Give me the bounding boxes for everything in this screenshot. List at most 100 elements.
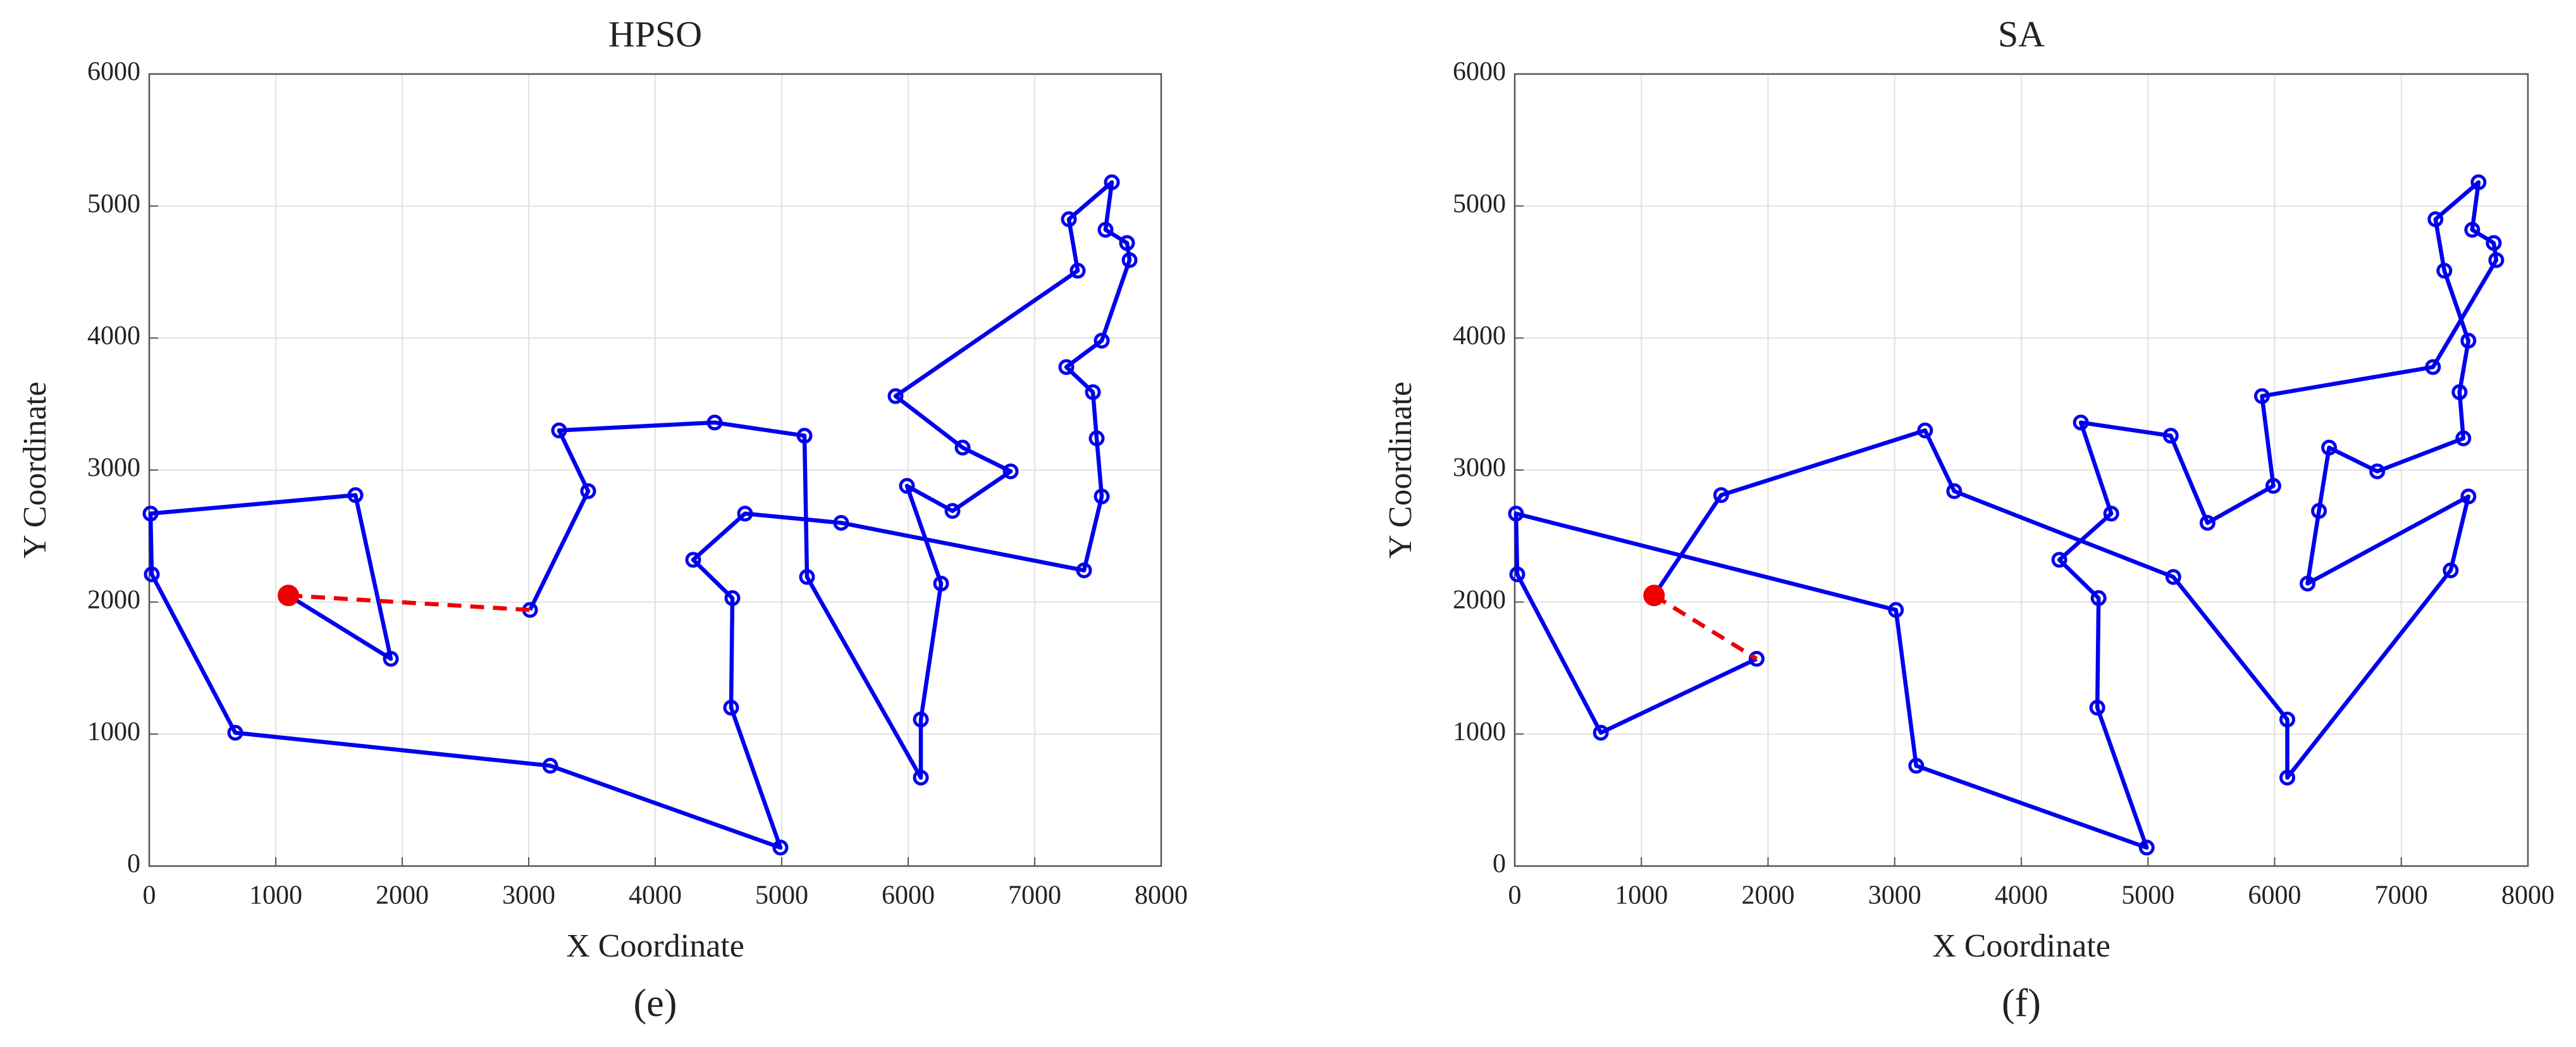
x-tick-label: 5000 [755,881,808,910]
city-marker [833,514,849,531]
y-tick-label: 4000 [1453,321,1506,350]
city-marker [2265,478,2281,494]
city-marker [2103,505,2119,522]
city-marker [723,700,739,716]
city-marker [2165,569,2181,585]
city-marker [799,569,815,585]
x-tick-label: 3000 [502,881,555,910]
city-marker [2427,211,2444,228]
chart-title: HPSO [608,13,702,54]
city-marker [796,428,813,444]
city-marker [144,566,160,583]
route-line [148,180,1132,850]
city-marker [913,769,929,786]
city-marker [2486,235,2502,251]
city-marker [1088,430,1105,447]
city-marker [2460,488,2477,505]
route-line [1513,180,2499,850]
start-point [1643,585,1665,607]
city-marker [2073,414,2089,431]
city-marker [1061,211,1077,228]
city-marker [2460,333,2477,349]
city-marker [2443,562,2459,579]
city-marker [2464,221,2480,238]
x-tick-label: 0 [143,881,156,910]
axes-frame [148,73,1162,867]
city-marker [347,487,364,504]
city-marker [944,503,961,519]
city-marker [685,552,701,568]
city-marker [2436,263,2453,279]
y-tick-label: 0 [127,850,140,879]
x-tick-label: 7000 [1008,881,1061,910]
city-marker [2321,440,2338,456]
city-marker [227,724,243,741]
city-marker [899,478,915,494]
city-marker [1069,263,1086,279]
city-marker [542,757,558,774]
x-axis-label: X Coordinate [1932,928,2111,964]
y-tick-label: 3000 [1453,454,1506,483]
city-marker [913,711,929,728]
city-marker [2051,552,2068,568]
x-tick-label: 2000 [376,881,429,910]
city-marker [954,440,971,456]
city-marker [2279,769,2296,786]
city-marker [142,505,159,522]
x-tick-label: 8000 [2501,881,2554,910]
city-marker [1917,422,1933,438]
y-tick-label: 0 [1493,850,1506,879]
city-marker [1094,333,1110,349]
x-axis-label: X Coordinate [566,928,744,964]
city-marker [1508,505,1524,522]
city-marker [2089,700,2105,716]
city-marker [1908,757,1925,774]
y-tick-label: 4000 [87,321,140,350]
city-marker [580,483,596,499]
start-point [278,585,299,607]
city-marker [1509,566,1525,583]
x-tick-label: 3000 [1868,881,1921,910]
x-tick-label: 6000 [882,881,935,910]
y-tick-label: 1000 [87,717,140,747]
city-marker [383,650,399,667]
y-tick-label: 2000 [87,585,140,614]
y-tick-label: 2000 [1453,585,1506,614]
city-marker [2470,174,2487,190]
x-tick-label: 4000 [1995,881,2048,910]
city-marker [1085,384,1101,400]
city-marker [1888,602,1904,618]
city-marker [2138,839,2155,856]
city-marker [737,505,753,522]
city-marker [1058,359,1075,375]
city-marker [551,422,567,438]
y-tick-label: 5000 [1453,189,1506,218]
city-marker [2253,388,2270,404]
y-axis-label: Y Coordinate [17,381,53,559]
city-marker [2199,514,2215,531]
city-marker [2090,590,2107,606]
city-marker [1119,235,1135,251]
chart-title: SA [1998,13,2045,54]
city-marker [1104,174,1120,190]
x-tick-label: 1000 [249,881,302,910]
x-tick-label: 2000 [1742,881,1795,910]
city-marker [2488,252,2505,268]
x-tick-label: 0 [1508,881,1522,910]
city-marker [933,575,949,592]
y-tick-label: 1000 [1453,717,1506,747]
city-marker [887,388,904,404]
route-line [1653,593,1758,661]
x-tick-label: 6000 [2248,881,2302,910]
route-line [288,593,531,612]
x-tick-label: 7000 [2375,881,2428,910]
axes-frame [1513,73,2529,867]
caption: (f) [2002,982,2041,1025]
city-marker [2451,384,2468,400]
x-tick-label: 8000 [1135,881,1188,910]
city-marker [2279,711,2296,728]
city-marker [1593,724,1609,741]
city-marker [2455,430,2472,447]
y-tick-label: 6000 [87,58,140,87]
